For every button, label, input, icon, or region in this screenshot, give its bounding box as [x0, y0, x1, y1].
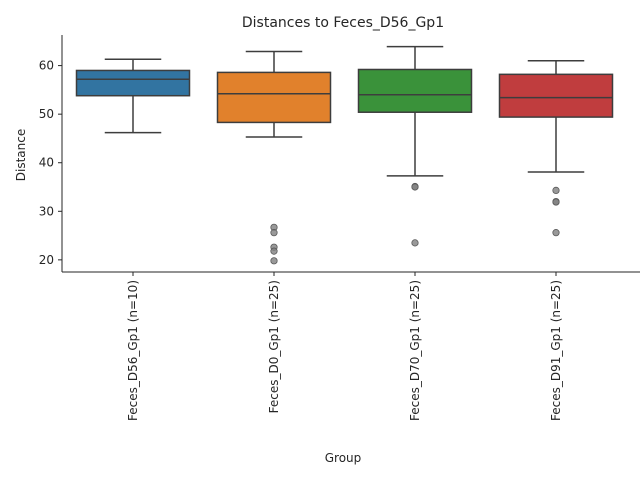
outlier-point	[270, 229, 278, 237]
y-axis-label: Distance	[14, 129, 28, 181]
x-tick-label: Feces_D70_Gp1 (n=25)	[408, 280, 422, 421]
x-tick-label: Feces_D56_Gp1 (n=10)	[126, 280, 140, 421]
y-tick-label: 30	[39, 204, 54, 218]
outlier-point	[270, 257, 278, 265]
box-group	[498, 59, 614, 237]
box-group	[357, 45, 473, 247]
box-rect	[498, 73, 614, 118]
box-rect	[216, 71, 332, 124]
box-group	[75, 58, 191, 134]
y-ticks: 20 30 40 50 60	[39, 59, 62, 267]
outlier-point	[552, 186, 560, 195]
chart-title: Distances to Feces_D56_Gp1	[242, 15, 444, 31]
x-axis-label: Group	[325, 451, 362, 465]
x-tick-label: Feces_D91_Gp1 (n=25)	[549, 280, 563, 421]
outlier-point	[411, 183, 419, 191]
x-ticks: Feces_D56_Gp1 (n=10) Feces_D0_Gp1 (n=25) F…	[126, 272, 563, 421]
y-tick-label: 20	[39, 253, 54, 267]
box-rect	[357, 68, 473, 113]
outlier-point	[411, 239, 419, 247]
y-tick-label: 60	[39, 59, 54, 73]
outlier-point	[552, 229, 560, 237]
y-tick-label: 40	[39, 156, 54, 170]
boxes	[75, 45, 614, 265]
box-group	[216, 50, 332, 265]
outlier-point	[270, 247, 278, 255]
y-tick-label: 50	[39, 107, 54, 121]
outlier-point	[552, 198, 560, 206]
box-rect	[75, 69, 191, 97]
x-tick-label: Feces_D0_Gp1 (n=25)	[267, 280, 281, 413]
